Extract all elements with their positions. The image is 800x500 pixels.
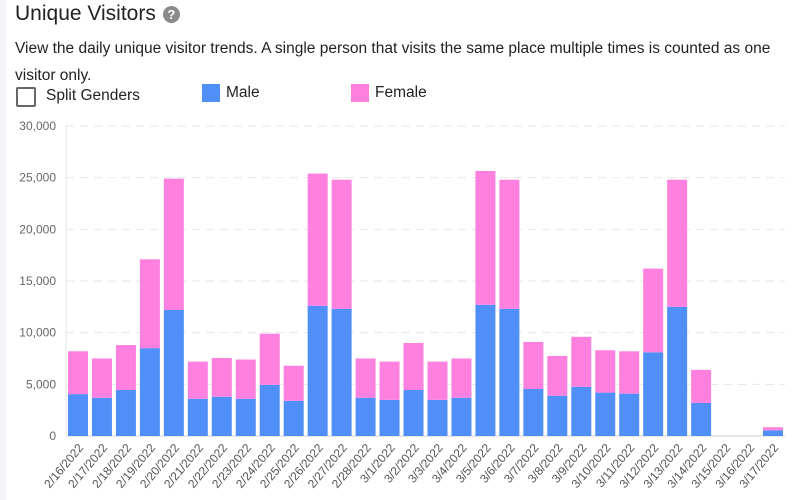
bar-female (235, 359, 256, 399)
bar-female (691, 369, 712, 403)
bar-female (547, 355, 568, 396)
legend-item-female: Female (351, 84, 427, 102)
legend-label-male: Male (226, 84, 260, 101)
bar-male (547, 395, 568, 436)
bar-female (763, 427, 784, 431)
bar-male (379, 399, 400, 436)
bar-female (379, 361, 400, 400)
y-tick-label: 10,000 (19, 326, 56, 340)
bar-male (667, 306, 688, 436)
bar-male (235, 398, 256, 436)
bar-female (331, 179, 352, 309)
bar-female (139, 259, 160, 349)
bar-male (307, 305, 328, 436)
bar-male (91, 397, 112, 436)
bar-female (475, 170, 496, 305)
bar-male (259, 384, 280, 436)
legend-swatch-female (351, 84, 369, 102)
bar-female (427, 361, 448, 400)
split-genders-checkbox[interactable] (16, 87, 36, 107)
bar-female (667, 179, 688, 307)
bar-female (571, 336, 592, 387)
legend-label-female: Female (375, 84, 427, 101)
bar-male (643, 352, 664, 436)
bar-male (763, 430, 784, 436)
bar-female (403, 343, 424, 391)
bar-female (115, 345, 136, 391)
bar-male (523, 388, 544, 436)
bar-male (139, 348, 160, 436)
bar-male (691, 402, 712, 436)
bar-female (595, 350, 616, 393)
bar-male (187, 398, 208, 436)
legend-swatch-male (202, 84, 220, 102)
bar-female (355, 358, 376, 398)
bar-male (451, 397, 472, 436)
bar-female (187, 361, 208, 399)
page-edge (0, 0, 6, 500)
bar-male (403, 390, 424, 436)
y-tick-label: 0 (49, 429, 56, 443)
question-circle-icon[interactable]: ? (162, 5, 180, 23)
bar-female (259, 333, 280, 385)
bar-female (643, 268, 664, 353)
y-tick-label: 20,000 (19, 222, 56, 236)
bar-female (523, 341, 544, 389)
bar-female (67, 351, 88, 395)
bar-female (283, 365, 304, 401)
title-text: Unique Visitors (15, 2, 156, 25)
bar-female (91, 358, 112, 398)
bar-male (355, 397, 376, 436)
bar-female (619, 351, 640, 394)
bar-male (331, 308, 352, 436)
bar-female (211, 357, 232, 397)
split-genders-label[interactable]: Split Genders (46, 87, 140, 104)
y-tick-label: 5,000 (26, 377, 56, 391)
page-title: Unique Visitors ? (15, 2, 180, 26)
bar-male (67, 394, 88, 436)
legend-item-male: Male (202, 84, 260, 102)
bar-male (283, 400, 304, 436)
bar-male (163, 309, 184, 436)
bar-male (499, 308, 520, 436)
y-tick-label: 30,000 (19, 119, 56, 133)
bar-male (115, 390, 136, 436)
bar-male (211, 396, 232, 436)
y-tick-label: 25,000 (19, 171, 56, 185)
bar-male (427, 399, 448, 436)
bar-female (451, 358, 472, 398)
bar-male (571, 386, 592, 436)
description: View the daily unique visitor trends. A … (15, 40, 771, 84)
bar-male (595, 392, 616, 436)
bar-female (163, 178, 184, 310)
bar-female (307, 173, 328, 306)
bar-male (619, 393, 640, 436)
y-tick-label: 15,000 (19, 274, 56, 288)
bar-male (475, 304, 496, 436)
bar-female (499, 179, 520, 309)
